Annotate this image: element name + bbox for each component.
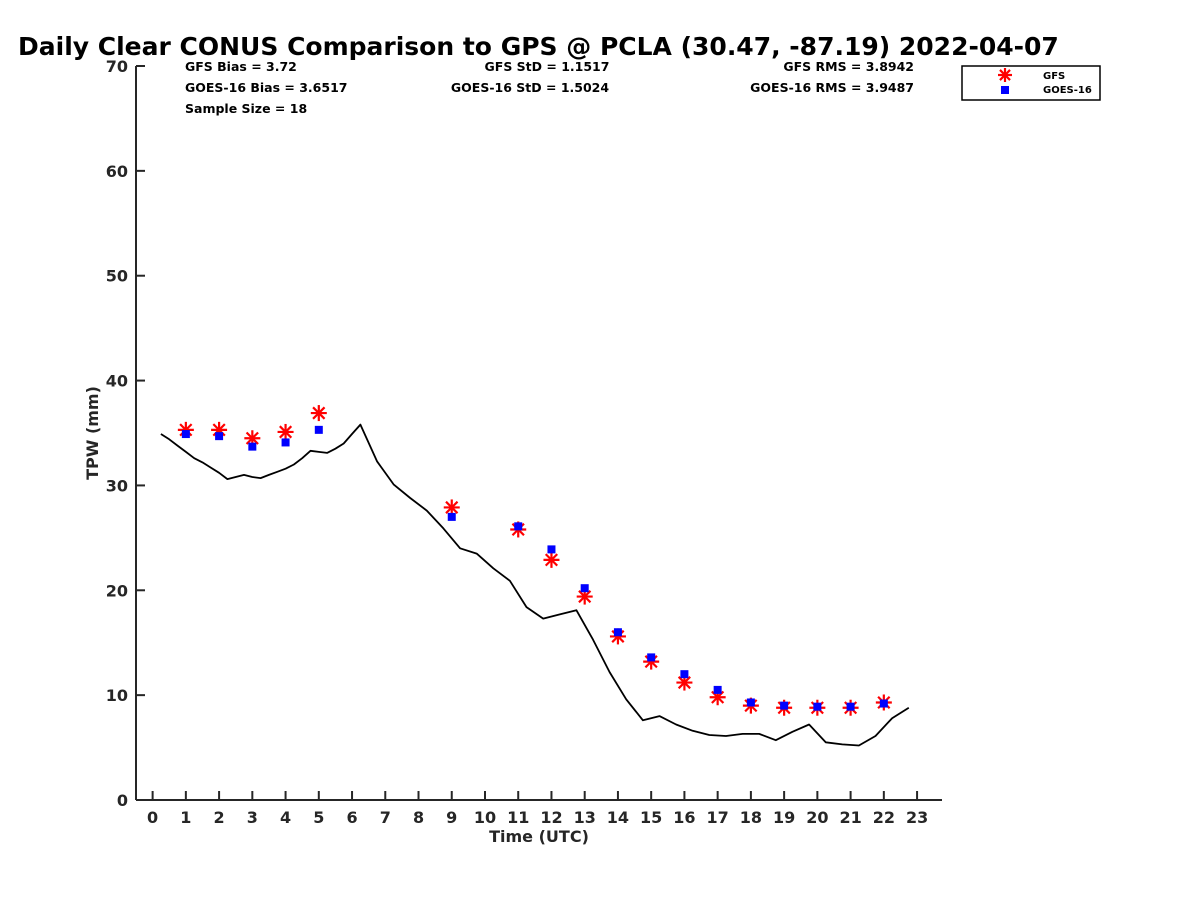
goes-point (181, 430, 190, 439)
x-tick-label: 18 (740, 808, 762, 827)
x-tick-label: 9 (446, 808, 457, 827)
gfs-point (277, 423, 294, 440)
x-tick-label: 23 (906, 808, 928, 827)
goes-point (647, 653, 656, 662)
x-tick-label: 15 (640, 808, 662, 827)
gfs-point (576, 588, 593, 605)
x-tick-label: 20 (806, 808, 828, 827)
x-tick-label: 3 (247, 808, 258, 827)
chart-title: Daily Clear CONUS Comparison to GPS @ PC… (18, 32, 1059, 61)
goes-point (248, 442, 257, 451)
x-tick-label: 13 (574, 808, 596, 827)
axes (135, 66, 942, 801)
goes-point (879, 699, 888, 708)
stats-block: GFS Bias = 3.72 GOES-16 Bias = 3.6517 Sa… (185, 59, 914, 116)
legend-box (961, 65, 1101, 101)
y-ticks: 0 10 20 30 40 50 60 70 (106, 57, 145, 810)
x-tick-label: 5 (313, 808, 324, 827)
stat-sample-size: Sample Size = 18 (185, 101, 307, 116)
goes-point (314, 425, 323, 434)
asterisk-stroke (312, 406, 326, 420)
x-tick-label: 19 (773, 808, 795, 827)
x-tick-label: 1 (180, 808, 191, 827)
goes-point (680, 670, 689, 679)
stat-goes-std: GOES-16 StD = 1.5024 (451, 80, 609, 95)
asterisk-stroke (279, 425, 293, 439)
gfs-point (543, 551, 560, 568)
goes-point (514, 522, 523, 531)
plot-area (160, 405, 910, 747)
y-tick-label: 70 (106, 57, 128, 76)
x-tick-label: 6 (346, 808, 357, 827)
stat-gfs-bias: GFS Bias = 3.72 (185, 59, 297, 74)
goes-point (813, 702, 822, 711)
x-tick-label: 0 (147, 808, 158, 827)
x-tick-label: 8 (413, 808, 424, 827)
legend-goes-marker (1001, 86, 1009, 94)
asterisk-stroke (677, 676, 691, 690)
asterisk-stroke (544, 553, 559, 567)
asterisk-stroke (445, 500, 459, 514)
goes-point (447, 512, 456, 521)
stat-gfs-std: GFS StD = 1.1517 (485, 59, 610, 74)
legend: GFS GOES-16 (961, 65, 1101, 101)
x-tick-label: 17 (707, 808, 729, 827)
y-tick-label: 0 (117, 791, 128, 810)
y-tick-label: 40 (106, 372, 128, 391)
y-tick-label: 50 (106, 267, 128, 286)
y-tick-label: 60 (106, 162, 128, 181)
gfs-point (310, 405, 327, 422)
goes-point (547, 545, 556, 554)
x-axis-label: Time (UTC) (489, 827, 589, 846)
asterisk-stroke (245, 431, 259, 445)
x-tick-label: 21 (839, 808, 861, 827)
y-axis-label: TPW (mm) (83, 386, 102, 480)
x-tick-label: 16 (673, 808, 695, 827)
stat-goes-rms: GOES-16 RMS = 3.9487 (750, 80, 914, 95)
x-tick-label: 2 (214, 808, 225, 827)
gfs-point (244, 430, 261, 447)
goes-point (580, 584, 589, 593)
goes-point (713, 685, 722, 694)
legend-goes-label: GOES-16 (1043, 85, 1092, 96)
goes-point (215, 432, 224, 441)
x-ticks: 0 1 2 3 4 5 6 7 8 9 10 11 12 13 14 15 16 17 18 19 20 21 22 23 (147, 791, 928, 827)
legend-gfs-marker (998, 68, 1012, 82)
goes-point (780, 701, 789, 710)
x-tick-label: 4 (280, 808, 291, 827)
x-tick-label: 22 (873, 808, 895, 827)
goes-point (281, 438, 290, 447)
x-tick-label: 12 (540, 808, 562, 827)
x-tick-label: 14 (607, 808, 629, 827)
stat-goes-bias: GOES-16 Bias = 3.6517 (185, 80, 347, 95)
x-tick-label: 11 (507, 808, 529, 827)
goes-point (746, 698, 755, 707)
stat-gfs-rms: GFS RMS = 3.8942 (783, 59, 914, 74)
asterisk-stroke (578, 590, 592, 604)
x-tick-label: 10 (474, 808, 496, 827)
legend-gfs-asterisk (998, 68, 1012, 82)
goes-point (846, 702, 855, 711)
y-tick-label: 10 (106, 686, 128, 705)
asterisk-stroke (999, 69, 1011, 81)
legend-gfs-label: GFS (1043, 71, 1065, 82)
goes-point (613, 628, 622, 637)
series-line-2 (160, 423, 910, 747)
y-tick-label: 20 (106, 581, 128, 600)
y-tick-label: 30 (106, 476, 128, 495)
x-tick-label: 7 (380, 808, 391, 827)
gfs-point (443, 499, 460, 516)
